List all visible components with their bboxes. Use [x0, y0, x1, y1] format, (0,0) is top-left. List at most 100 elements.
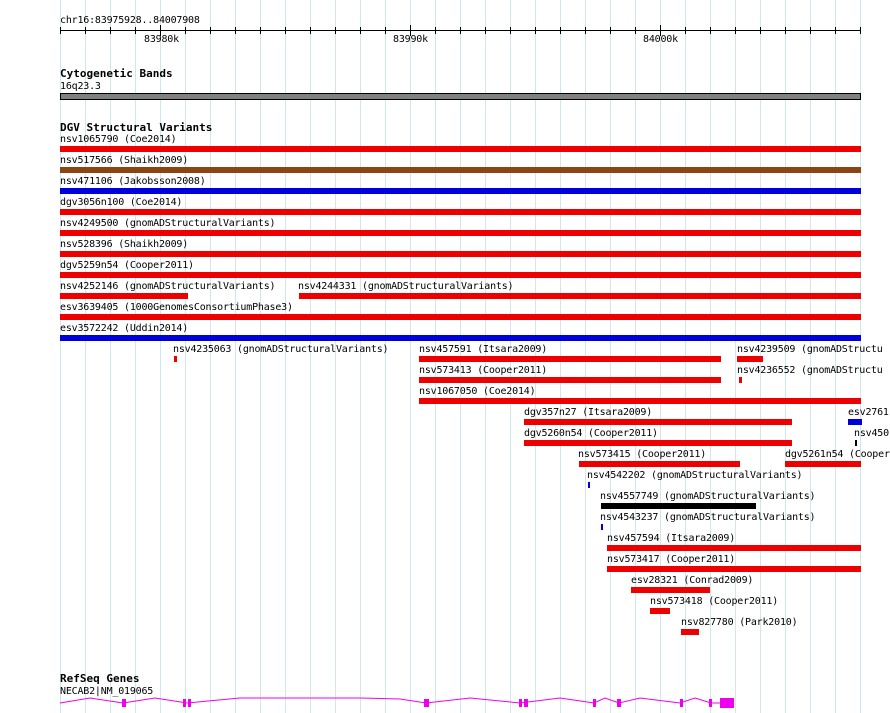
dgv-feature-label: nsv457591 (Itsara2009) — [419, 344, 548, 355]
dgv-track-title: DGV Structural Variants — [60, 121, 213, 134]
gene-exon — [593, 699, 596, 707]
dgv-feature-label: nsv573417 (Cooper2011) — [607, 554, 736, 565]
dgv-feature-bar[interactable] — [524, 440, 792, 446]
dgv-feature-bar[interactable] — [739, 377, 742, 383]
grid-line — [835, 0, 836, 713]
grid-line — [60, 0, 61, 713]
dgv-feature-bar[interactable] — [785, 461, 861, 467]
grid-line — [785, 0, 786, 713]
gene-exon — [519, 699, 522, 707]
ruler-minor-tick — [435, 27, 436, 34]
ruler-minor-tick — [585, 27, 586, 34]
dgv-feature-label: nsv457594 (Itsara2009) — [607, 533, 736, 544]
grid-line — [735, 0, 736, 713]
ruler-minor-tick — [560, 27, 561, 34]
dgv-feature-bar[interactable] — [60, 335, 861, 341]
ruler-minor-tick — [635, 27, 636, 34]
grid-line — [310, 0, 311, 713]
dgv-feature-label: nsv573413 (Cooper2011) — [419, 365, 548, 376]
ruler-minor-tick — [285, 27, 286, 34]
dgv-feature-bar[interactable] — [60, 314, 861, 320]
dgv-feature-label: nsv528396 (Shaikh2009) — [60, 239, 189, 250]
dgv-feature-label: nsv4236552 (gnomADStructu — [737, 365, 883, 376]
grid-line — [285, 0, 286, 713]
ruler-minor-tick — [260, 27, 261, 34]
ruler-label-83980k: 83980k — [144, 34, 179, 45]
dgv-feature-label: nsv4249500 (gnomADStructuralVariants) — [60, 218, 276, 229]
dgv-feature-label: dgv5260n54 (Cooper2011) — [524, 428, 658, 439]
dgv-feature-label: esv2761 — [848, 407, 889, 418]
ruler-minor-tick — [810, 27, 811, 34]
ruler-minor-tick — [310, 27, 311, 34]
gene-exon — [122, 699, 126, 707]
ruler-minor-tick — [535, 27, 536, 34]
dgv-feature-label: nsv450 — [854, 428, 889, 439]
dgv-feature-bar[interactable] — [419, 356, 721, 362]
dgv-feature-bar[interactable] — [60, 293, 188, 299]
ruler-major-tick — [660, 25, 661, 36]
dgv-feature-bar[interactable] — [524, 419, 792, 425]
grid-line — [860, 0, 861, 713]
cytoband-bar[interactable] — [60, 93, 861, 100]
dgv-feature-label: nsv4557749 (gnomADStructuralVariants) — [600, 491, 816, 502]
ruler-minor-tick — [860, 27, 861, 34]
cytoband-track-title: Cytogenetic Bands — [60, 67, 173, 80]
gene-exon — [709, 699, 712, 707]
dgv-feature-bar[interactable] — [419, 377, 721, 383]
dgv-feature-bar[interactable] — [60, 188, 861, 194]
dgv-feature-label: esv3572242 (Uddin2014) — [60, 323, 189, 334]
grid-line — [160, 0, 161, 713]
dgv-feature-bar[interactable] — [60, 251, 861, 257]
dgv-feature-label: nsv1067050 (Coe2014) — [419, 386, 536, 397]
refseq-gene-model[interactable] — [0, 693, 890, 713]
ruler-label-84000k: 84000k — [643, 34, 678, 45]
dgv-feature-bar[interactable] — [631, 587, 710, 593]
dgv-feature-bar[interactable] — [174, 356, 177, 362]
dgv-feature-bar[interactable] — [60, 209, 861, 215]
dgv-feature-bar[interactable] — [601, 524, 603, 530]
ruler-minor-tick — [735, 27, 736, 34]
dgv-feature-label: dgv357n27 (Itsara2009) — [524, 407, 653, 418]
dgv-feature-bar[interactable] — [299, 293, 861, 299]
dgv-feature-label: nsv471106 (Jakobsson2008) — [60, 176, 206, 187]
dgv-feature-bar[interactable] — [848, 419, 862, 425]
dgv-feature-label: esv3639405 (1000GenomesConsortiumPhase3) — [60, 302, 293, 313]
ruler-major-tick — [410, 25, 411, 36]
dgv-feature-bar[interactable] — [607, 545, 861, 551]
dgv-feature-label: dgv5261n54 (Cooper2011) — [785, 449, 890, 460]
ruler-minor-tick — [510, 27, 511, 34]
grid-line — [210, 0, 211, 713]
ruler-minor-tick — [60, 27, 61, 34]
dgv-feature-bar[interactable] — [681, 629, 699, 635]
gene-exon — [188, 699, 191, 707]
ruler-minor-tick — [385, 27, 386, 34]
grid-line — [185, 0, 186, 713]
grid-line — [235, 0, 236, 713]
gene-exon — [424, 699, 429, 707]
dgv-feature-bar[interactable] — [855, 440, 857, 446]
dgv-feature-label: nsv4543237 (gnomADStructuralVariants) — [600, 512, 816, 523]
dgv-feature-bar[interactable] — [60, 167, 861, 173]
dgv-feature-bar[interactable] — [607, 566, 861, 572]
dgv-feature-bar[interactable] — [588, 482, 590, 488]
grid-line — [85, 0, 86, 713]
dgv-feature-bar[interactable] — [419, 398, 861, 404]
dgv-feature-bar[interactable] — [60, 230, 861, 236]
ruler-minor-tick — [185, 27, 186, 34]
dgv-feature-bar[interactable] — [737, 356, 763, 362]
dgv-feature-bar[interactable] — [650, 608, 670, 614]
dgv-feature-bar[interactable] — [60, 272, 861, 278]
gene-exon — [524, 699, 528, 707]
ruler-minor-tick — [460, 27, 461, 34]
ruler-major-tick — [160, 25, 161, 36]
dgv-feature-label: nsv4239509 (gnomADStructu — [737, 344, 883, 355]
dgv-feature-label: nsv517566 (Shaikh2009) — [60, 155, 189, 166]
dgv-feature-bar[interactable] — [60, 146, 861, 152]
ruler-minor-tick — [110, 27, 111, 34]
dgv-feature-bar[interactable] — [579, 461, 740, 467]
grid-line — [385, 0, 386, 713]
gene-exon — [720, 698, 734, 708]
dgv-feature-bar[interactable] — [601, 503, 756, 509]
ruler-minor-tick — [710, 27, 711, 34]
